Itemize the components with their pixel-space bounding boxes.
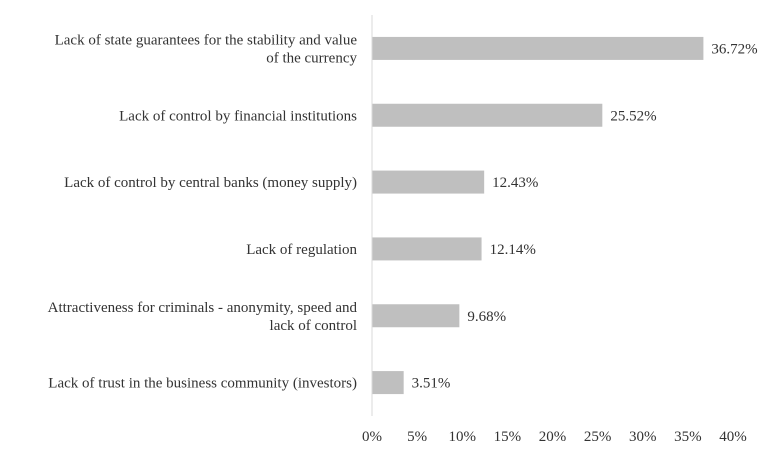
bar-value-label: 12.43% bbox=[492, 175, 538, 191]
x-tick-label: 20% bbox=[539, 429, 567, 445]
category-label: Lack of control by financial institution… bbox=[119, 108, 357, 124]
category-label: Lack of control by central banks (money … bbox=[64, 175, 357, 191]
bars-group bbox=[372, 36, 704, 395]
category-label: Attractiveness for criminals - anonymity… bbox=[48, 300, 358, 316]
bar-value-label: 9.68% bbox=[467, 309, 506, 325]
data-labels-group: 36.72% 25.52% 12.43% 12.14% 9.68% 3.51% bbox=[412, 41, 758, 391]
bar-value-label: 12.14% bbox=[490, 242, 536, 258]
bar-value-label: 3.51% bbox=[412, 376, 451, 392]
x-tick-label: 25% bbox=[584, 429, 612, 445]
bar bbox=[372, 170, 485, 194]
category-label: Lack of regulation bbox=[246, 242, 357, 258]
category-labels-group: Lack of state guarantees for the stabili… bbox=[48, 32, 358, 391]
x-tick-label: 40% bbox=[719, 429, 747, 445]
bar bbox=[372, 237, 482, 261]
bar-value-label: 25.52% bbox=[610, 108, 656, 124]
x-tick-label: 30% bbox=[629, 429, 657, 445]
x-tick-label: 5% bbox=[407, 429, 427, 445]
category-label: lack of control bbox=[270, 318, 357, 334]
x-tick-label: 35% bbox=[674, 429, 702, 445]
category-label: Lack of state guarantees for the stabili… bbox=[55, 32, 358, 48]
x-tick-label: 0% bbox=[362, 429, 382, 445]
bar-value-label: 36.72% bbox=[711, 41, 757, 57]
bar bbox=[372, 36, 704, 60]
x-axis-tick-labels: 0% 5% 10% 15% 20% 25% 30% 35% 40% bbox=[362, 429, 747, 445]
x-tick-label: 15% bbox=[494, 429, 522, 445]
bar bbox=[372, 371, 404, 395]
bar bbox=[372, 103, 603, 127]
category-label: Lack of trust in the business community … bbox=[48, 376, 357, 392]
bar bbox=[372, 304, 460, 328]
category-label: of the currency bbox=[266, 50, 357, 66]
x-tick-label: 10% bbox=[449, 429, 477, 445]
